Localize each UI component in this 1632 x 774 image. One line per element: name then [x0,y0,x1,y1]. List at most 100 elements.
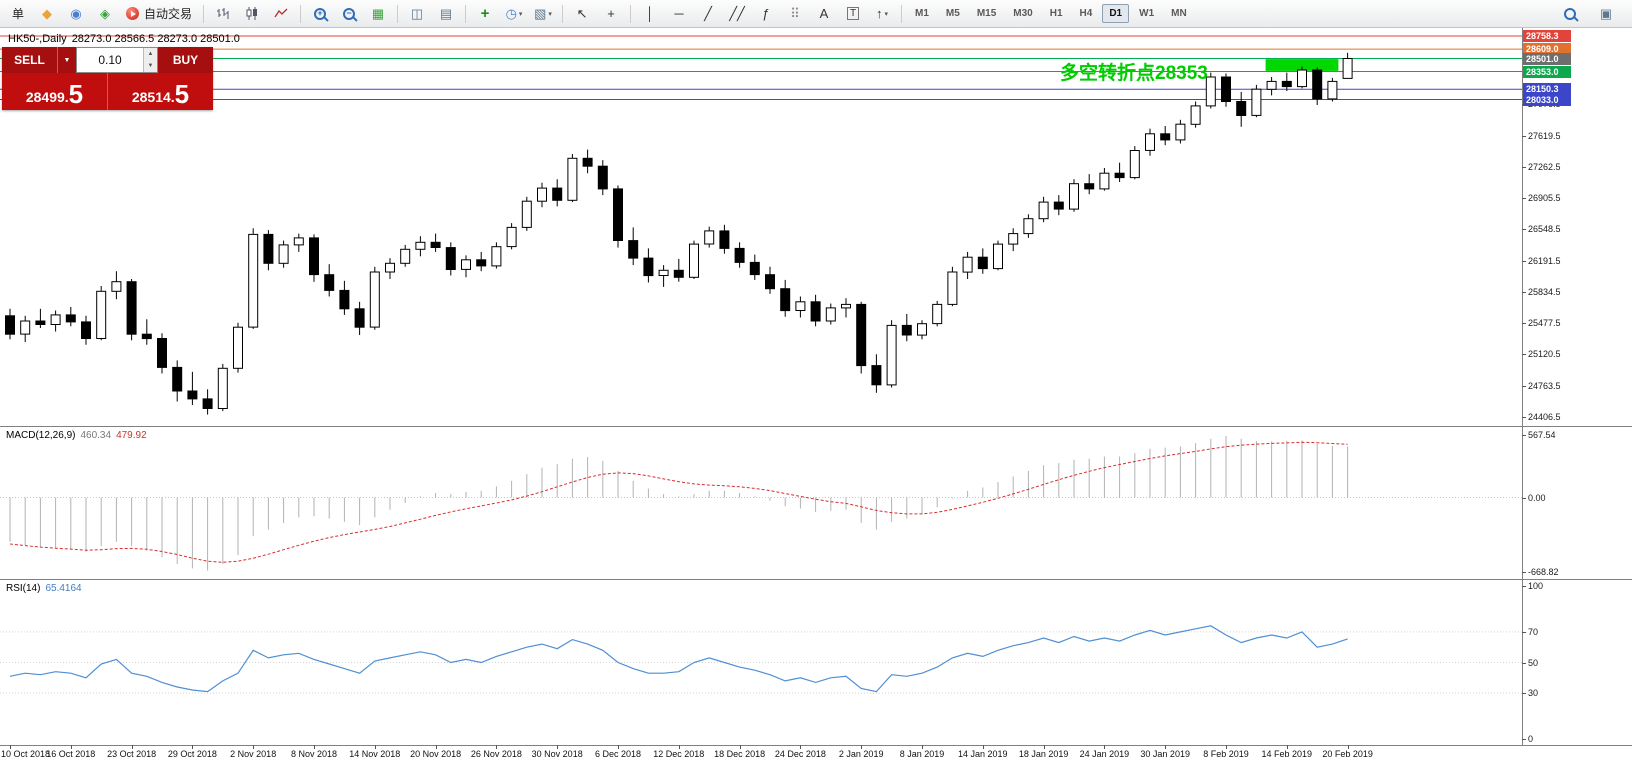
price-chart-canvas[interactable] [0,28,1522,426]
bar-chart-icon[interactable] [209,3,237,25]
time-axis-border [0,745,1632,746]
cursor-icon[interactable]: ↖ [576,5,588,21]
axis-tick [1522,260,1526,262]
periods-icon[interactable]: ◷ ▾ [505,5,523,21]
macd-axis-label: -668.82 [1528,566,1559,577]
price-grid-label: 26548.5 [1528,224,1561,235]
vertical-line-icon[interactable]: │ [645,6,655,21]
objects-icon[interactable]: ⠿ [790,5,800,21]
time-axis-tick [1043,745,1045,749]
rsi-axis-label: 0 [1528,734,1534,744]
date-label: 16 Oct 2018 [46,749,96,759]
macd-signal-value: 479.92 [116,430,147,441]
macd-indicator-canvas[interactable] [0,427,1522,579]
trendline-icon[interactable]: ╱ [704,5,712,21]
autotrading-button[interactable]: 自动交易 [120,3,198,25]
date-label: 24 Jan 2019 [1079,749,1130,759]
text-label-icon[interactable]: T [839,3,867,25]
axis-tick [1522,497,1526,499]
time-axis-tick [922,745,923,749]
date-label: 20 Nov 2018 [410,749,462,759]
axis-tick [1522,586,1526,587]
search-icon[interactable] [1556,3,1584,25]
date-label: 23 Oct 2018 [107,749,157,759]
tile-windows-icon[interactable]: ◫ [410,5,424,21]
zoom-in-icon[interactable]: + [306,3,334,25]
time-axis-tick [496,745,498,749]
axis-tick [1522,434,1526,436]
crosshair-icon[interactable]: + [607,6,615,21]
candles-series [5,52,1353,415]
sell-button[interactable]: SELL [2,47,57,73]
profiles-icon[interactable]: ◉ [70,5,82,21]
rsi-axis-label: 30 [1528,688,1539,699]
charts-icon[interactable]: ◆ [42,5,52,21]
axis-tick [1522,416,1526,418]
price-line-label: 28033.0 [1523,93,1571,106]
toolbar-right-group: ▣ [1556,3,1628,25]
date-label: 26 Nov 2018 [470,749,522,759]
toolbar-separator [901,4,903,23]
volume-down-button[interactable]: ▼ [144,60,157,72]
price-axis-border [1522,28,1523,745]
rsi-line [9,625,1348,693]
timeframe-m1[interactable]: M1 [915,8,929,19]
volume-value[interactable]: 0.10 [98,53,122,67]
volume-input[interactable]: 0.10 ▲ ▼ [76,47,158,73]
price-line-label: 28150.3 [1523,83,1571,96]
timeframe-h1[interactable]: H1 [1049,8,1063,19]
toolbar-separator [630,4,632,23]
buy-price-main: 28514. [131,89,175,105]
chart-window[interactable]: HK50-,Daily 28273.0 28566.5 28273.0 28501… [0,28,1632,762]
candlestick-chart-icon[interactable] [238,3,266,25]
time-axis-tick [435,745,437,749]
cascade-windows-icon[interactable]: ▤ [439,5,453,21]
trade-options-dropdown[interactable]: ▼ [57,47,76,73]
rsi-axis-label: 100 [1528,581,1544,591]
arrows-icon[interactable]: ↑ ▾ [876,6,889,21]
time-axis[interactable]: 10 Oct 2018 16 Oct 2018 23 Oct 2018 29 Oct … [0,745,1632,762]
grid-icon[interactable]: ▦ [371,5,385,21]
axis-tick [1522,662,1526,664]
zoom-out-icon[interactable]: − [335,3,363,25]
templates-icon[interactable]: ▧ ▾ [534,5,552,21]
horizontal-line-icon[interactable]: ─ [674,6,684,21]
timeframe-m15[interactable]: M15 [976,8,997,19]
macd-main-value: 460.34 [80,430,112,441]
text-icon[interactable]: A [819,6,829,21]
time-axis-tick [1165,745,1167,749]
order-button[interactable]: 单 [11,7,24,21]
indicators-icon[interactable]: + [480,5,490,22]
data-window-icon[interactable]: ▣ [1599,5,1613,21]
rsi-indicator-canvas[interactable] [0,580,1522,745]
macd-label: MACD(12,26,9) [6,430,76,441]
date-label: 18 Jan 2019 [1018,749,1069,759]
macd-histogram [9,436,1349,571]
volume-up-button[interactable]: ▲ [144,48,157,60]
buy-price-pip: 5 [174,78,190,109]
fibonacci-icon[interactable]: ƒ [762,6,770,21]
time-axis-tick [861,745,863,749]
timeframe-mn[interactable]: MN [1171,8,1187,19]
line-chart-icon[interactable] [267,3,295,25]
buy-button[interactable]: BUY [158,47,213,73]
macd-signal-line [9,441,1348,563]
one-click-trade-panel: SELL ▼ 0.10 ▲ ▼ BUY 28499. 5 28514. 5 [2,47,213,110]
timeframe-w1[interactable]: W1 [1139,8,1155,19]
channel-icon[interactable]: ╱╱ [729,5,745,21]
date-label: 12 Dec 2018 [653,749,705,759]
axis-tick [1522,166,1526,168]
timeframe-d1[interactable]: D1 [1102,4,1130,23]
sell-price-main: 28499. [25,89,69,105]
axis-tick [1522,135,1526,137]
date-label: 29 Oct 2018 [167,749,217,759]
market-watch-icon[interactable]: ◈ [100,5,110,21]
time-axis-tick [1104,745,1106,749]
macd-panel-splitter[interactable] [0,426,1632,427]
timeframe-m5[interactable]: M5 [945,8,960,19]
timeframe-h4[interactable]: H4 [1079,8,1093,19]
date-label: 14 Feb 2019 [1261,749,1313,759]
timeframe-m30[interactable]: M30 [1013,8,1033,19]
rsi-panel-splitter[interactable] [0,579,1632,580]
date-label: 24 Dec 2018 [774,749,826,759]
